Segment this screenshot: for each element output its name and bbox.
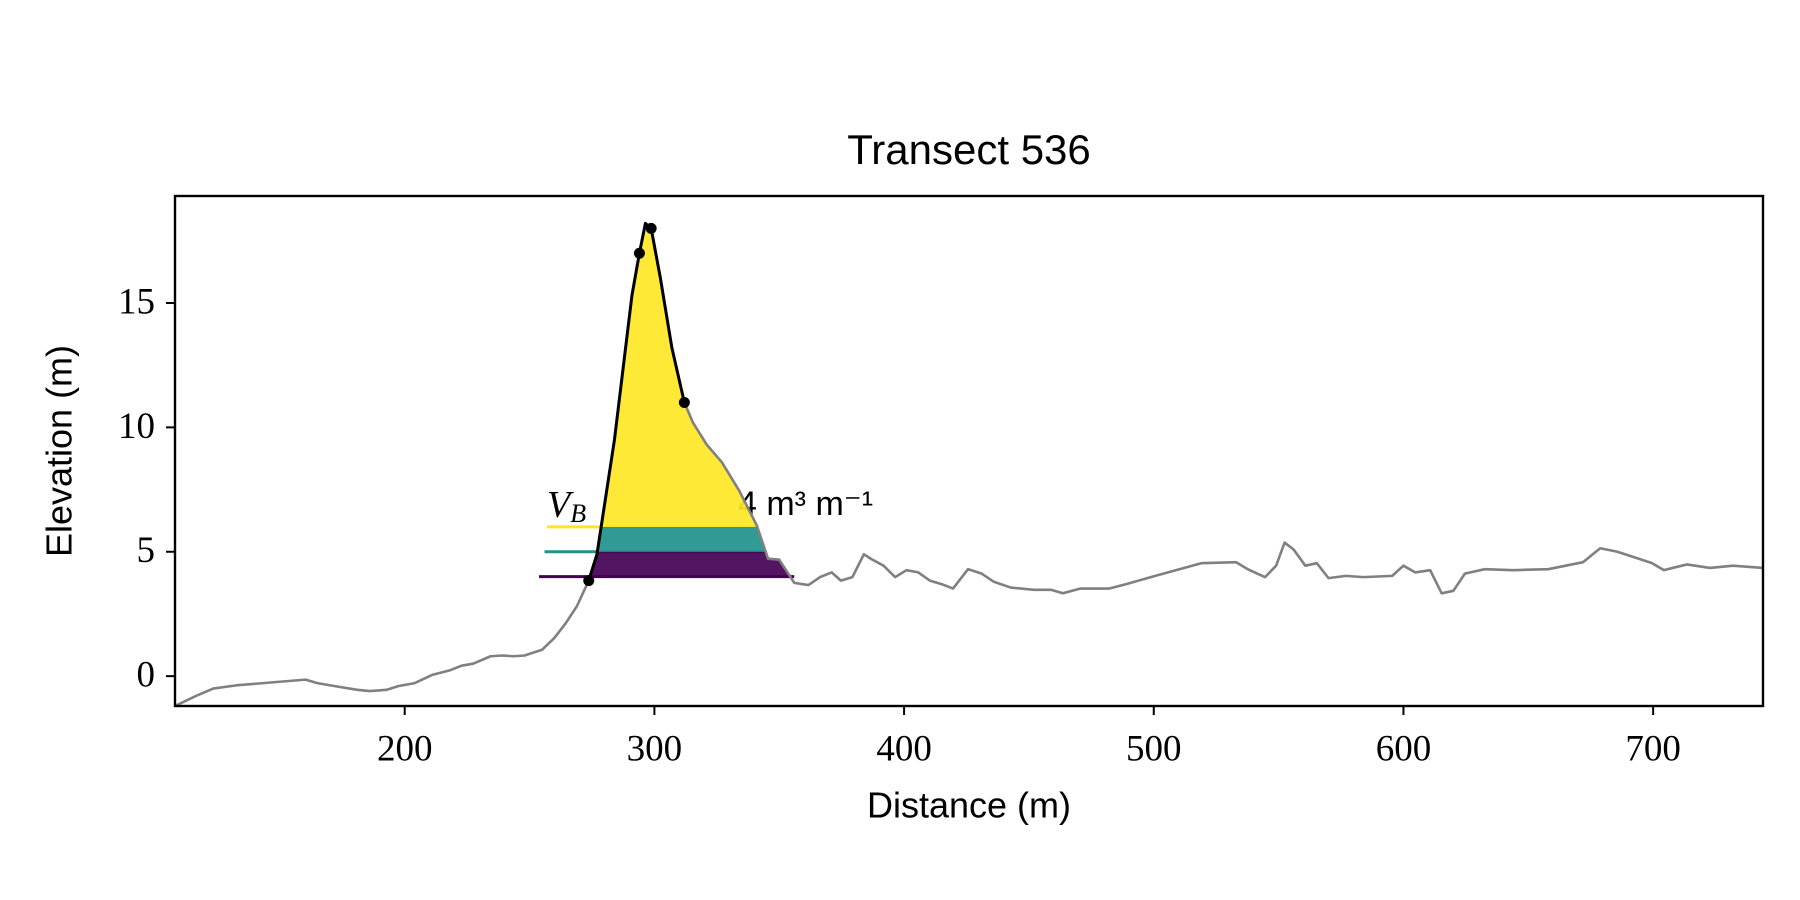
x-axis-label: Distance (m) [867, 785, 1071, 826]
x-tick-label: 700 [1625, 728, 1681, 769]
x-tick-label: 500 [1126, 728, 1182, 769]
x-tick-label: 400 [876, 728, 932, 769]
feature-point [583, 575, 595, 587]
y-tick-label: 10 [118, 406, 155, 447]
volume-band [588, 526, 795, 552]
annotation-subscript: B [570, 499, 586, 528]
chart-title: Transect 536 [847, 126, 1091, 173]
x-tick-label: 200 [377, 728, 433, 769]
feature-point [645, 222, 657, 234]
feature-point [678, 396, 690, 408]
profile-line [174, 222, 1764, 708]
volume-band [588, 551, 795, 577]
annotation-value: 4 m³ m⁻¹ [738, 485, 873, 523]
feature-point [633, 247, 645, 259]
y-tick-label: 15 [118, 281, 155, 322]
axes-frame [173, 194, 1765, 708]
y-tick-label: 5 [137, 530, 156, 571]
y-tick-label: 0 [137, 655, 156, 696]
x-tick-label: 300 [627, 728, 683, 769]
annotation: VB [547, 484, 586, 528]
volume-band [588, 223, 795, 527]
y-axis-label: Elevation (m) [39, 345, 80, 557]
dune-line [587, 221, 686, 582]
x-tick-label: 600 [1376, 728, 1432, 769]
annotation-symbol: V [547, 484, 574, 526]
